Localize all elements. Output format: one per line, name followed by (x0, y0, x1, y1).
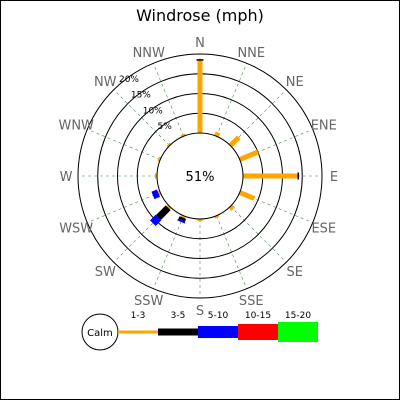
bar-ese-1-3 (238, 190, 256, 201)
legend-swatch-10-15 (238, 324, 278, 340)
grid-spoke-wsw (87, 192, 161, 223)
direction-label-se: SE (287, 265, 303, 280)
ring-label-2: 10% (143, 106, 163, 116)
legend-swatch-1-3 (118, 330, 158, 334)
bar-sw-3-5 (155, 205, 171, 221)
direction-label-ne: NE (286, 75, 304, 90)
grid-spoke-se (230, 206, 287, 263)
grid-spoke-ssw (153, 215, 184, 289)
ring-label-3: 15% (131, 91, 151, 101)
direction-label-ese: ESE (311, 221, 336, 236)
legend-label-15-20: 15-20 (285, 311, 311, 321)
ring-label-4: 20% (119, 75, 139, 85)
bar-ene-1-3 (238, 149, 259, 162)
legend-swatch-15-20 (278, 322, 318, 342)
direction-label-n: N (195, 36, 205, 51)
legend-calm-label: Calm (87, 328, 113, 339)
direction-label-e: E (330, 170, 338, 185)
bar-ssw-3-5 (178, 216, 187, 222)
calm-circle (156, 132, 244, 220)
direction-label-nw: NW (94, 75, 117, 90)
grid-spoke-sse (216, 215, 247, 289)
direction-labels: N NNE NE ENE E ESE SE SSE S SSW SW WSW W WNW NW NNW (58, 36, 338, 319)
direction-label-nnw: NNW (133, 46, 165, 61)
bar-se-1-3 (228, 204, 235, 211)
grid-spoke-nw (113, 89, 170, 146)
wind-bars (150, 59, 300, 226)
legend-label-1-3: 1-3 (131, 311, 146, 321)
grid-spoke-ne (230, 89, 287, 146)
chart-title: Windrose (mph) (136, 6, 264, 25)
bar-nne-1-3 (214, 131, 221, 138)
ring-label-1: 5% (158, 122, 173, 132)
grid-spoke-nne (216, 63, 247, 137)
bar-sw-5-10 (150, 214, 162, 226)
grid-spoke-nnw (153, 63, 184, 137)
legend-label-10-15: 10-15 (245, 311, 271, 321)
direction-label-nne: NNE (237, 46, 265, 61)
legend-swatch-5-10 (198, 326, 238, 338)
legend-swatch-3-5 (158, 328, 198, 336)
grid-ring-4 (77, 53, 323, 299)
calm-percentage: 51% (186, 170, 215, 185)
direction-label-s: S (196, 304, 204, 319)
direction-label-ssw: SSW (134, 294, 164, 309)
legend: Calm 1-3 3-5 5-10 10-15 15-20 (81, 311, 318, 351)
bar-wsw-5-10 (151, 189, 160, 200)
direction-label-wnw: WNW (58, 119, 94, 134)
direction-label-wsw: WSW (59, 221, 93, 236)
direction-label-sse: SSE (239, 294, 264, 309)
grid-spoke-wnw (87, 129, 161, 160)
direction-label-sw: SW (95, 265, 116, 280)
bar-ne-1-3 (228, 135, 241, 148)
bar-ssw-5-10 (177, 218, 186, 224)
legend-label-5-10: 5-10 (208, 311, 229, 321)
legend-label-3-5: 3-5 (171, 311, 186, 321)
direction-label-w: W (60, 170, 73, 185)
ring-labels: 5% 10% 15% 20% (119, 75, 172, 132)
direction-label-ene: ENE (311, 119, 337, 134)
